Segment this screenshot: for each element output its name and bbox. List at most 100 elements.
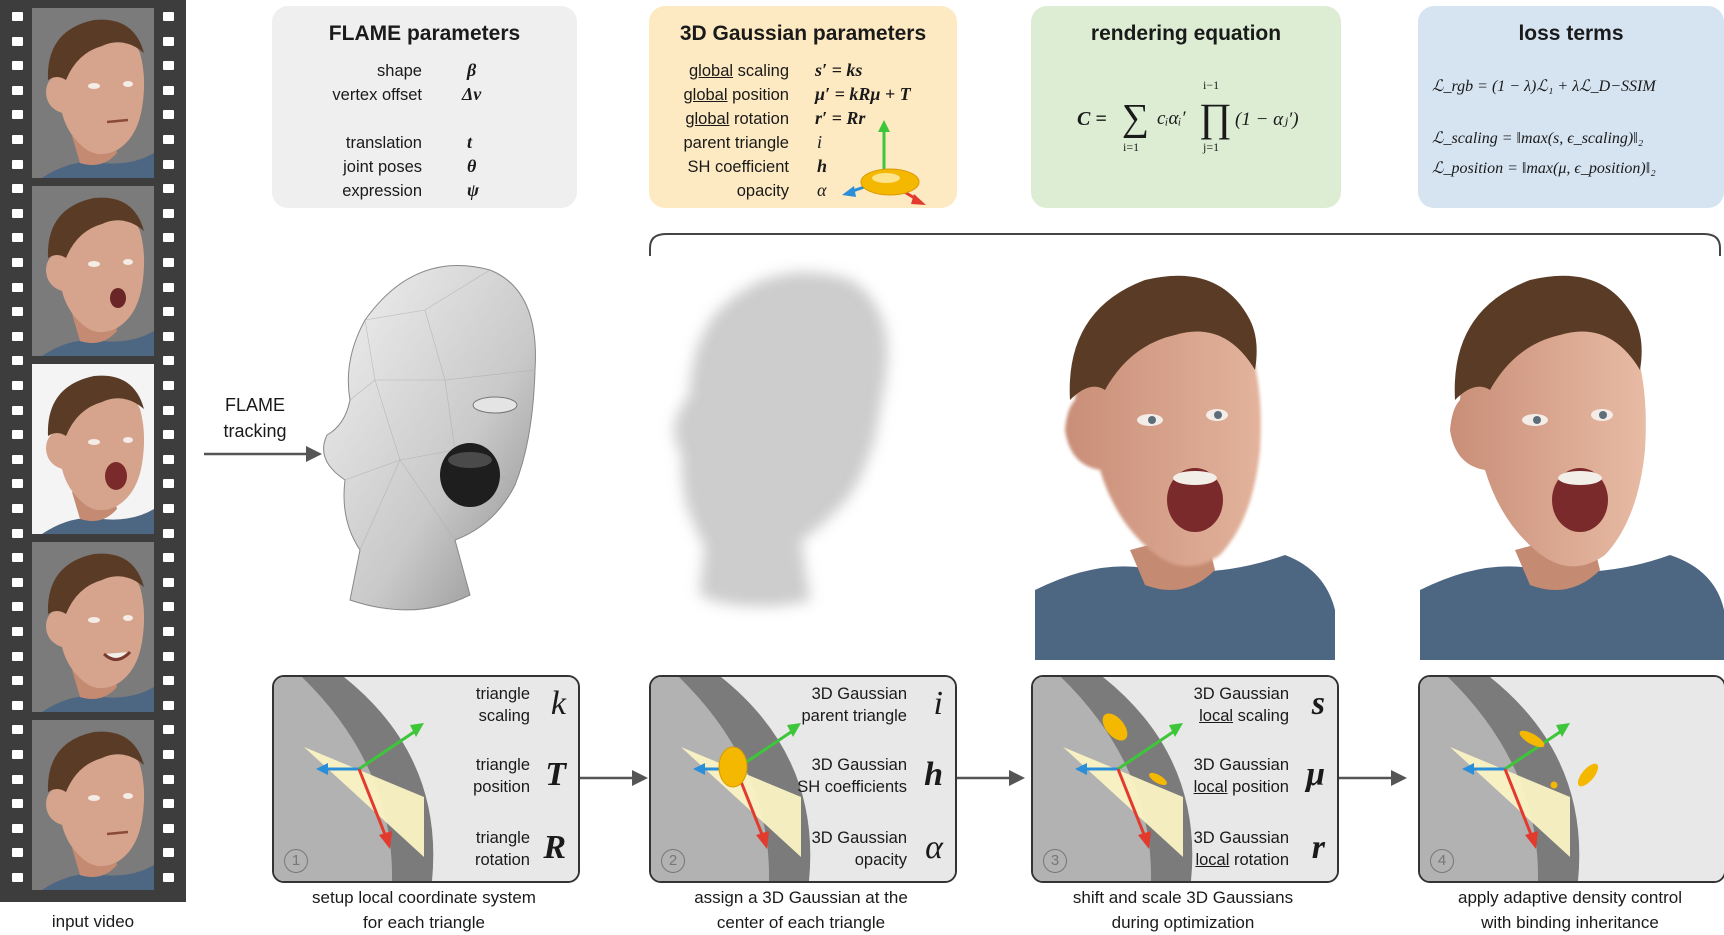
film-sprocket-hole	[163, 454, 174, 464]
step-param-symbol: α	[925, 829, 943, 866]
prod-upper-limit: i−1	[1203, 78, 1220, 92]
flame-param-list: shape β vertex offset Δv translation t j…	[272, 58, 577, 208]
film-sprocket-hole	[12, 676, 23, 686]
film-sprocket-hole	[163, 61, 174, 71]
step-caption-line2: for each triangle	[363, 913, 485, 932]
film-sprocket-hole	[12, 208, 23, 218]
flame-tracking-label: FLAME tracking	[205, 392, 305, 444]
step-param-line2: local position	[1194, 776, 1289, 798]
step-param-label: triangle position	[473, 754, 530, 798]
flame-param-label: joint poses	[343, 158, 422, 176]
gauss-param-label: global scaling	[689, 62, 789, 81]
film-sprocket-hole	[163, 750, 174, 759]
gaussian-points-head	[675, 272, 887, 607]
step-param-symbol: h	[924, 756, 943, 793]
param-name: position	[1227, 778, 1289, 796]
gauss-param-prefix: global	[685, 110, 730, 128]
equation-lhs: C =	[1077, 108, 1107, 130]
gauss-param-equation: r′ = Rr	[815, 108, 866, 128]
step-number-badge: 3	[1043, 849, 1067, 873]
step-param-label: triangle rotation	[475, 827, 530, 871]
film-sprocket-hole	[163, 405, 174, 415]
step-3-box: 3D Gaussian local scaling s 3D Gaussian loca…	[1031, 675, 1339, 883]
gauss-param-prefix: global	[689, 62, 734, 80]
film-sprocket-hole	[12, 848, 23, 858]
film-sprocket-hole	[163, 208, 174, 218]
film-sprocket-hole	[163, 873, 174, 882]
step-arrow	[580, 770, 648, 786]
sum-lower-limit: i=1	[1123, 140, 1140, 154]
step-number-badge: 1	[284, 849, 308, 873]
film-sprocket-hole	[163, 159, 174, 169]
loss-rgb: ℒ_rgb = (1 − λ)ℒ₁ + λℒ_D−SSIM	[1432, 78, 1656, 95]
input-video-filmstrip	[0, 0, 186, 902]
film-sprocket-hole	[12, 454, 23, 464]
step-param-line2: opacity	[854, 851, 907, 869]
rendering-equation: C = ∑ i=1 cᵢαᵢ′ i−1 ∏ j=1 (1 − αⱼ′)	[1077, 78, 1317, 166]
step-caption: apply adaptive density control with bindi…	[1398, 885, 1724, 935]
step-caption-line2: with binding inheritance	[1481, 913, 1659, 932]
step-param-label: 3D Gaussian parent triangle	[802, 683, 908, 727]
render-panel-title: rendering equation	[1090, 22, 1282, 45]
step-caption-line2: during optimization	[1111, 913, 1255, 932]
film-sprocket-hole	[12, 750, 23, 759]
flame-param-label: vertex offset	[332, 86, 422, 104]
film-sprocket-hole	[12, 36, 23, 46]
step-param-line1: 3D Gaussian	[1193, 685, 1289, 703]
film-sprocket-hole	[163, 848, 174, 858]
film-sprocket-hole	[163, 676, 174, 686]
film-sprocket-hole	[163, 602, 174, 612]
film-sprocket-hole	[12, 651, 23, 661]
step-caption: setup local coordinate system for each tr…	[252, 885, 596, 935]
step-param-symbol: r	[1311, 829, 1325, 866]
step-param-line2: SH coefficients	[797, 778, 907, 796]
flame-param-label: translation	[345, 134, 422, 152]
loss-terms-panel: loss terms ℒ_rgb = (1 − λ)ℒ₁ + λℒ_D−SSIM…	[1418, 6, 1724, 208]
gauss-param-label: global position	[683, 86, 789, 105]
flame-param-symbol: t	[467, 132, 473, 152]
gauss-panel-title: 3D Gaussian parameters	[679, 22, 927, 45]
video-frame	[32, 186, 154, 356]
sum-body: cᵢαᵢ′	[1157, 108, 1186, 129]
sum-symbol: ∑	[1122, 97, 1150, 139]
film-caption: input video	[51, 912, 135, 931]
video-frame	[32, 720, 154, 890]
flame-param-symbol: Δv	[462, 84, 482, 104]
video-frame	[32, 364, 154, 534]
param-name: rotation	[1229, 851, 1289, 869]
step-param-line1: 3D Gaussian	[811, 756, 907, 774]
rendering-equation-panel: rendering equation C = ∑ i=1 cᵢαᵢ′ i−1 ∏…	[1031, 6, 1341, 208]
step-param-line1: triangle	[475, 829, 530, 847]
flame-mesh-head	[323, 265, 536, 611]
step-caption-line1: shift and scale 3D Gaussians	[1072, 888, 1294, 907]
film-sprocket-hole	[163, 135, 174, 144]
step-illustration	[274, 677, 578, 881]
film-sprocket-hole	[163, 774, 174, 784]
step-illustration	[651, 677, 955, 881]
step-param-line2: local rotation	[1194, 849, 1289, 871]
step-param-line2: position	[473, 778, 530, 796]
film-sprocket-hole	[12, 233, 23, 243]
gauss-param-name: scaling	[733, 62, 789, 80]
film-sprocket-hole	[12, 135, 23, 144]
film-sprocket-hole	[163, 356, 174, 366]
step-param-label: 3D Gaussian opacity	[812, 827, 907, 871]
step-param-symbol: R	[543, 829, 566, 866]
film-sprocket-hole	[163, 381, 174, 390]
step-caption-line1: apply adaptive density control	[1458, 888, 1682, 907]
film-sprocket-hole	[163, 823, 174, 833]
film-sprocket-hole	[163, 528, 174, 538]
step-param-line1: 3D Gaussian	[811, 685, 907, 703]
film-sprocket-hole	[12, 504, 23, 513]
step-illustration	[1420, 677, 1724, 881]
film-sprocket-hole	[12, 430, 23, 440]
flame-tracking-line1: FLAME	[224, 395, 285, 415]
prod-body: (1 − αⱼ′)	[1235, 109, 1299, 130]
step-param-line1: 3D Gaussian	[1193, 829, 1289, 847]
step-arrow	[957, 770, 1025, 786]
step-illustration	[1033, 677, 1337, 881]
flame-tracking-line2: tracking	[223, 421, 287, 441]
gauss-param-name: position	[727, 86, 789, 104]
film-sprocket-hole	[12, 356, 23, 366]
film-sprocket-hole	[12, 553, 23, 563]
